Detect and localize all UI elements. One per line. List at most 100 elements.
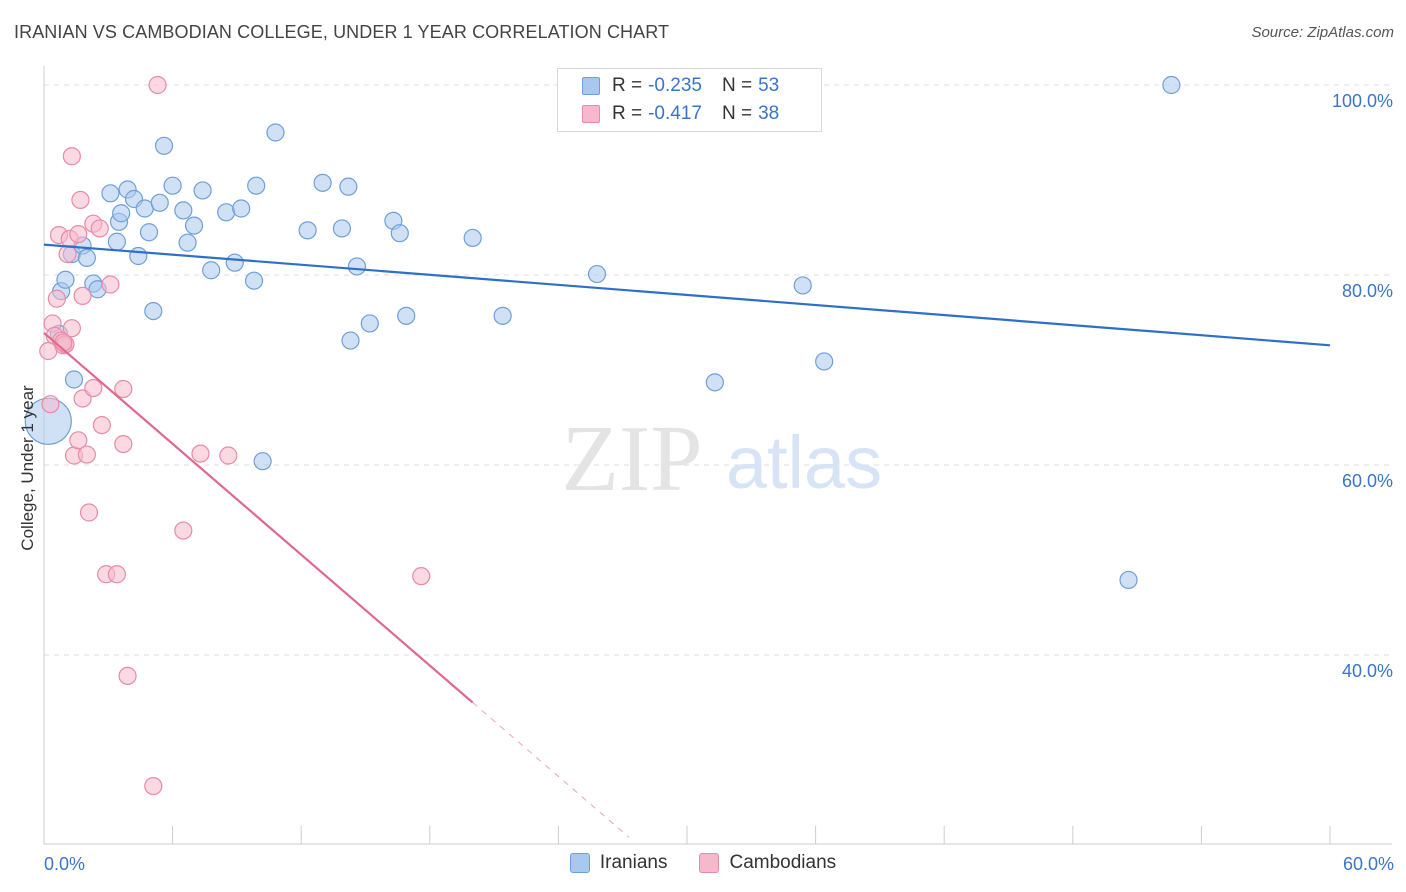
iranian-point (154, 136, 174, 155)
cambodian-trend-extension (472, 702, 630, 838)
cambodian-point (114, 379, 133, 399)
iranian-point (266, 123, 285, 142)
iranian-point (463, 228, 482, 248)
cambodian-point (77, 445, 96, 464)
cambodian-point (84, 378, 103, 398)
iranian-point (341, 331, 360, 350)
iranians-legend-swatch-icon (569, 853, 590, 873)
cambodian-point (92, 416, 111, 435)
iranian-point (225, 253, 244, 272)
y-tick-label: 60.0% (1342, 471, 1393, 491)
iranians-r-value: -0.235 (648, 75, 702, 96)
iranian-point (397, 306, 416, 325)
series-legend: Iranians Cambodians (0, 852, 1406, 874)
cambodian-point (101, 275, 120, 294)
y-tick-label: 100.0% (1332, 91, 1393, 111)
cambodian-point (412, 567, 431, 586)
cambodian-point (69, 225, 88, 244)
cambodians-n-value: 38 (758, 103, 780, 124)
iranian-point (390, 224, 409, 243)
iranian-point (174, 201, 193, 220)
iranian-trend-line (43, 243, 1331, 347)
cambodian-point (62, 147, 81, 166)
cambodians-n-label: N = (721, 103, 753, 124)
iranian-point (793, 276, 812, 295)
iranian-point (1119, 570, 1138, 590)
cambodian-point (191, 444, 210, 463)
iranian-point (232, 199, 251, 218)
iranian-point (347, 257, 367, 276)
iranians-swatch-icon (582, 77, 600, 95)
iranian-point (339, 177, 358, 196)
iranian-point (163, 176, 182, 195)
y-axis-label: College, Under 1 year (18, 385, 37, 551)
iranian-point (129, 246, 148, 266)
cambodian-point (58, 245, 77, 264)
x-tick-label: 60.0% (1343, 854, 1394, 874)
iranian-point (493, 306, 512, 325)
iranian-point (253, 452, 272, 471)
cambodian-point (174, 521, 193, 540)
x-tick-label: 0.0% (44, 854, 85, 874)
iranian-point (193, 181, 212, 200)
cambodians-swatch-icon (582, 105, 600, 123)
iranian-point (64, 370, 84, 389)
iranian-point (178, 233, 197, 252)
iranian-point (313, 173, 332, 192)
legend-row-iranians: R = -0.235 N = 53 (582, 74, 779, 98)
iranian-point (107, 232, 126, 251)
cambodian-point (118, 666, 137, 686)
y-tick-label: 80.0% (1342, 281, 1393, 301)
legend-item-cambodians[interactable]: Cambodians (699, 852, 836, 874)
legend-row-cambodians: R = -0.417 N = 38 (582, 102, 779, 126)
cambodian-point (41, 395, 60, 414)
iranian-point (705, 373, 724, 392)
cambodian-trend-line (43, 332, 474, 704)
source-label: Source: ZipAtlas.com (1251, 24, 1394, 41)
cambodians-legend-swatch-icon (699, 853, 720, 873)
cambodian-point (148, 75, 167, 95)
iranian-point (150, 193, 169, 212)
iranian-point (244, 271, 264, 290)
cambodians-r-label: R = (612, 103, 643, 124)
y-tick-label: 40.0% (1342, 661, 1393, 681)
cambodian-point (47, 289, 66, 308)
iranians-n-label: N = (721, 75, 753, 96)
legend-label-iranians: Iranians (599, 852, 668, 873)
iranian-point (1162, 75, 1181, 95)
cambodian-point (73, 286, 92, 305)
iranians-r-label: R = (612, 75, 643, 96)
iranian-point (332, 219, 352, 238)
cambodian-point (107, 565, 126, 584)
iranian-point (77, 248, 96, 267)
cambodian-point (62, 319, 81, 338)
iranian-point (815, 352, 834, 371)
iranian-point (112, 204, 131, 223)
cambodians-r-value: -0.417 (648, 103, 702, 124)
iranian-point (56, 270, 75, 289)
legend-label-cambodians: Cambodians (729, 852, 837, 873)
iranian-point (217, 203, 236, 222)
cambodian-point (114, 435, 133, 454)
iranians-n-value: 53 (758, 75, 780, 96)
iranian-point (247, 176, 266, 195)
iranian-point (202, 261, 221, 280)
cambodian-point (144, 776, 163, 796)
iranian-point (360, 314, 379, 333)
chart-title: IRANIAN VS CAMBODIAN COLLEGE, UNDER 1 YE… (14, 22, 670, 42)
iranian-point (139, 223, 159, 242)
cambodian-point (90, 219, 109, 238)
stats-legend: R = -0.235 N = 53 R = -0.417 N = 38 (557, 68, 822, 132)
cambodian-point (79, 503, 99, 522)
cambodian-point (219, 446, 238, 465)
watermark-atlas: atlas (726, 421, 882, 504)
iranian-point (298, 221, 317, 240)
cambodian-point (69, 431, 88, 450)
iranian-point (587, 264, 607, 284)
watermark-zip: ZIP (562, 407, 703, 511)
iranian-point (144, 302, 163, 321)
iranian-point (101, 184, 120, 203)
legend-item-iranians[interactable]: Iranians (569, 852, 668, 874)
iranian-point (184, 216, 204, 235)
